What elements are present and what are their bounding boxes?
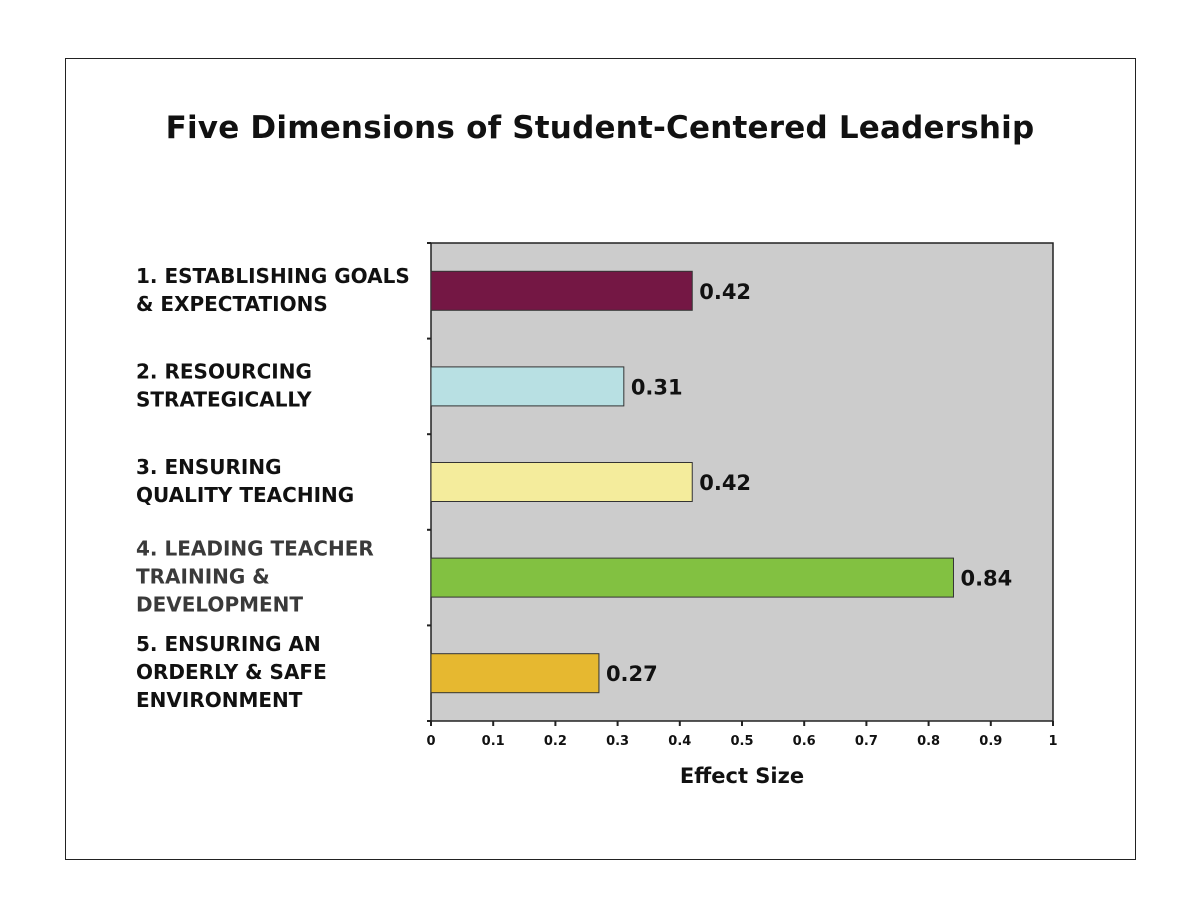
category-label-1: 1. ESTABLISHING GOALS & EXPECTATIONS	[136, 264, 410, 316]
value-label-5: 0.27	[606, 662, 658, 686]
x-tick-label: 0.8	[917, 734, 940, 749]
value-label-3: 0.42	[699, 471, 751, 495]
chart-title: Five Dimensions of Student-Centered Lead…	[165, 110, 1035, 146]
bar-4	[430, 557, 954, 598]
x-tick-label: 0.7	[855, 734, 878, 749]
x-tick-label: 0.6	[793, 734, 816, 749]
x-tick-label: 0.1	[482, 734, 505, 749]
x-tick-label: 0.4	[668, 734, 691, 749]
category-label-2: 2. RESOURCING STRATEGICALLY	[136, 359, 312, 411]
value-label-1: 0.42	[699, 280, 751, 304]
category-label-3: 3. ENSURING QUALITY TEACHING	[136, 455, 354, 507]
bar-2	[430, 366, 625, 407]
x-tick-label: 0.5	[730, 734, 753, 749]
bar-3	[430, 462, 693, 502]
value-label-2: 0.31	[631, 375, 683, 399]
category-label-5: 5. ENSURING AN ORDERLY & SAFE ENVIRONMENT	[136, 632, 327, 712]
category-label-4: 4. LEADING TEACHER TRAINING & DEVELOPMENT	[136, 537, 374, 617]
x-tick-label: 1	[1048, 734, 1057, 749]
chart-frame	[65, 58, 1136, 860]
x-tick-label: 0.9	[979, 734, 1002, 749]
x-tick-label: 0.2	[544, 734, 567, 749]
bar-1	[430, 270, 693, 311]
x-tick-label: 0	[426, 734, 435, 749]
x-tick-label: 0.3	[606, 734, 629, 749]
value-label-4: 0.84	[960, 567, 1012, 591]
x-axis-title: Effect Size	[680, 764, 804, 788]
bar-5	[430, 653, 600, 694]
